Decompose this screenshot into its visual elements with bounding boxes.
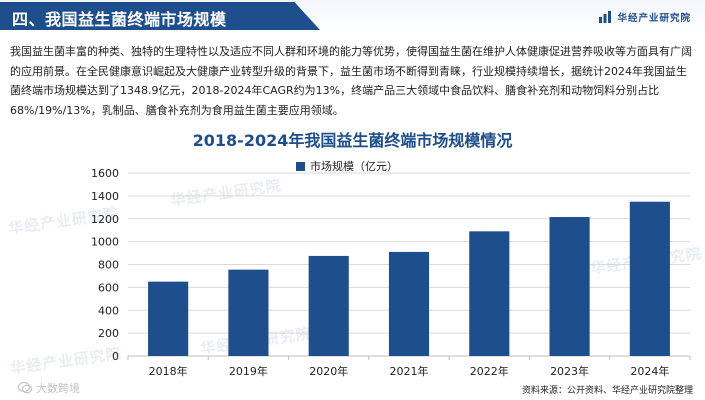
y-tick-label: 1000 [91, 236, 119, 249]
legend-swatch [296, 161, 305, 171]
x-tick-label: 2021年 [390, 364, 429, 378]
y-tick-label: 1600 [91, 167, 119, 180]
x-tick-label: 2019年 [229, 364, 268, 378]
brand: 华经产业研究院 [599, 10, 691, 24]
y-tick-label: 800 [98, 259, 119, 272]
x-tick-label: 2023年 [550, 364, 589, 378]
title-tab [0, 2, 320, 30]
bar [629, 201, 670, 356]
legend-label: 市场规模（亿元） [310, 160, 398, 173]
intro-paragraph: 我国益生菌丰富的种类、独特的生理特性以及适应不同人群和环境的能力等优势，使得国益… [10, 45, 692, 117]
bar [308, 255, 349, 356]
y-tick-label: 400 [98, 304, 119, 317]
chart-legend: 市场规模（亿元） [296, 158, 398, 174]
source-note: 资料来源：公开资料、华经产业研究院整理 [521, 386, 693, 396]
x-tick-label: 2018年 [149, 364, 188, 378]
y-tick-label: 600 [98, 281, 119, 294]
x-tick-label: 2024年 [630, 364, 669, 378]
bar [469, 231, 510, 356]
bar-logo-icon [599, 11, 612, 23]
brand-name: 华经产业研究院 [617, 13, 691, 24]
page-title: 四、我国益生菌终端市场规模 [12, 10, 227, 29]
header-bar: 四、我国益生菌终端市场规模 华经产业研究院 [0, 0, 705, 34]
bar [228, 269, 269, 356]
y-tick-label: 0 [112, 350, 119, 363]
chart-title: 2018-2024年我国益生菌终端市场规模情况 [192, 131, 513, 150]
bar [549, 217, 590, 356]
bar [388, 251, 430, 356]
corner-watermark: 大数跨境 [18, 380, 80, 396]
corner-watermark-text: 大数跨境 [36, 382, 80, 395]
x-tick-label: 2020年 [309, 364, 348, 378]
y-tick-label: 1200 [91, 213, 119, 226]
x-tick-label: 2022年 [470, 364, 509, 378]
y-tick-label: 200 [98, 327, 119, 340]
y-tick-label: 1400 [91, 190, 119, 203]
chat-bubble-icon [18, 382, 32, 394]
bar [148, 281, 189, 356]
